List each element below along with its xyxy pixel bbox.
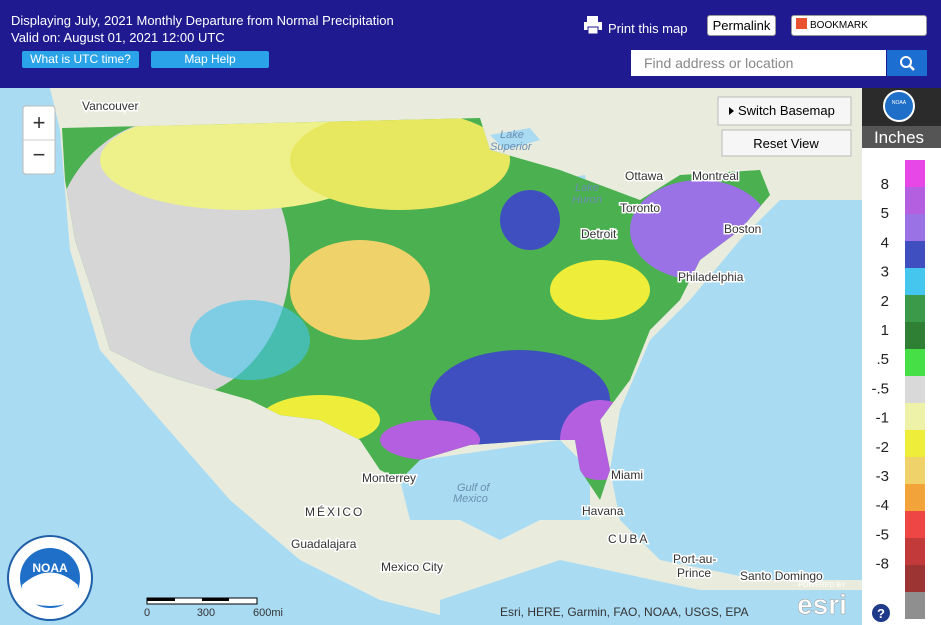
- place-label: Prince: [677, 566, 711, 580]
- scale-label: 600mi: [253, 607, 283, 619]
- help-button[interactable]: Map Help: [151, 51, 269, 68]
- powered-by: POWERED BY: [798, 582, 846, 589]
- bookmark-button[interactable]: BOOKMARK: [791, 15, 927, 36]
- legend-swatch: [905, 187, 925, 214]
- place-label: Boston: [724, 222, 761, 236]
- print-link[interactable]: Print this map: [608, 21, 688, 36]
- water-label: Gulf of: [457, 482, 490, 494]
- legend-swatch: [905, 295, 925, 322]
- lake-superior: [490, 128, 540, 150]
- legend-swatch: [905, 349, 925, 376]
- country-label: MÉXICO: [305, 504, 364, 519]
- bookmark-label: BOOKMARK: [810, 20, 868, 31]
- place-label: Santo Domingo: [740, 569, 823, 583]
- legend-label: .5: [876, 351, 889, 368]
- scale-label: 0: [144, 607, 150, 619]
- place-label: Mexico City: [381, 560, 443, 574]
- place-label: Philadelphia: [678, 270, 744, 284]
- zoom-in[interactable]: +: [33, 110, 46, 135]
- legend-swatch: [905, 592, 925, 619]
- legend-swatch: [905, 565, 925, 592]
- header: Displaying July, 2021 Monthly Departure …: [0, 0, 941, 88]
- water-label: Mexico: [453, 493, 488, 505]
- help-icon[interactable]: [872, 604, 890, 622]
- map[interactable]: Vancouver Lake Superior Ottawa Montreal …: [0, 88, 862, 625]
- place-label: Detroit: [581, 227, 617, 241]
- place-label: Montreal: [692, 169, 739, 183]
- legend-label: 8: [881, 176, 889, 193]
- atlantic: [610, 200, 862, 580]
- pacific: [0, 88, 480, 625]
- print-icon: [584, 16, 602, 34]
- place-label: Havana: [582, 504, 624, 518]
- gulf: [400, 440, 590, 540]
- place-label: Ottawa: [625, 169, 663, 183]
- legend-swatch: [905, 160, 925, 187]
- legend-swatch: [905, 241, 925, 268]
- water-label: Superior: [490, 141, 533, 153]
- legend-swatch: [905, 538, 925, 565]
- utc-button[interactable]: What is UTC time?: [22, 51, 139, 68]
- place-label: Port-au-: [673, 552, 716, 566]
- place-label: Toronto: [620, 201, 660, 215]
- valid-time: Valid on: August 01, 2021 12:00 UTC: [11, 30, 225, 45]
- title: Displaying July, 2021 Monthly Departure …: [11, 13, 394, 28]
- permalink-button[interactable]: Permalink: [707, 15, 776, 36]
- legend-swatch: [905, 403, 925, 430]
- legend-label: -2: [876, 439, 889, 456]
- zoom-control: + −: [22, 105, 56, 175]
- legend-label: -4: [876, 497, 889, 514]
- water-label: Lake: [500, 129, 524, 141]
- noaa-logo: NOAA: [7, 535, 93, 621]
- zoom-out[interactable]: −: [33, 142, 46, 167]
- attribution: Esri, HERE, Garmin, FAO, NOAA, USGS, EPA: [500, 605, 749, 619]
- scale-bar: 0 300 600mi: [144, 597, 283, 619]
- help-icon-label: ?: [877, 606, 885, 621]
- place-label: Monterrey: [362, 471, 416, 485]
- legend-swatch: [905, 484, 925, 511]
- noaa-logo-text: NOAA: [32, 561, 68, 575]
- legend-logo: [883, 90, 915, 122]
- legend-swatch: [905, 457, 925, 484]
- legend-label: 2: [881, 293, 889, 310]
- water-label: Huron: [572, 194, 602, 206]
- caribbean: [440, 560, 862, 625]
- place-label: Guadalajara: [291, 537, 357, 551]
- country-label: CUBA: [608, 532, 649, 546]
- legend: NOAA Inches 8 5 4 3 2 1 .5 -.5 -1 -2 -3 -4 -5 -8 ?: [862, 88, 941, 625]
- legend-logo-text: NOAA: [892, 100, 907, 106]
- esri-logo: esri: [797, 589, 847, 620]
- reset-view-label: Reset View: [753, 136, 819, 151]
- legend-swatch: [905, 214, 925, 241]
- legend-swatch: [905, 268, 925, 295]
- place-label: Miami: [611, 468, 643, 482]
- legend-label: -5: [876, 526, 889, 543]
- legend-label: 3: [881, 264, 889, 281]
- legend-label: 5: [881, 205, 889, 222]
- switch-basemap-button[interactable]: [717, 96, 852, 126]
- water-label: Lake: [575, 182, 599, 194]
- legend-title: Inches: [874, 128, 924, 147]
- legend-label: -.5: [871, 380, 889, 397]
- reset-view-button[interactable]: [721, 129, 852, 157]
- legend-label: -8: [876, 556, 889, 573]
- legend-swatch: [905, 430, 925, 457]
- search-button[interactable]: [887, 50, 927, 76]
- legend-swatch: [905, 511, 925, 538]
- legend-label: -1: [876, 410, 889, 427]
- search-box[interactable]: Find address or location: [631, 50, 886, 76]
- legend-label: 4: [881, 234, 889, 251]
- switch-basemap-label: Switch Basemap: [738, 103, 835, 118]
- legend-label: 1: [881, 322, 889, 339]
- legend-label: -3: [876, 468, 889, 485]
- legend-swatch: [905, 376, 925, 403]
- search-icon: [900, 56, 915, 71]
- legend-swatch: [905, 322, 925, 349]
- place-label: Vancouver: [82, 99, 138, 113]
- scale-label: 300: [197, 607, 215, 619]
